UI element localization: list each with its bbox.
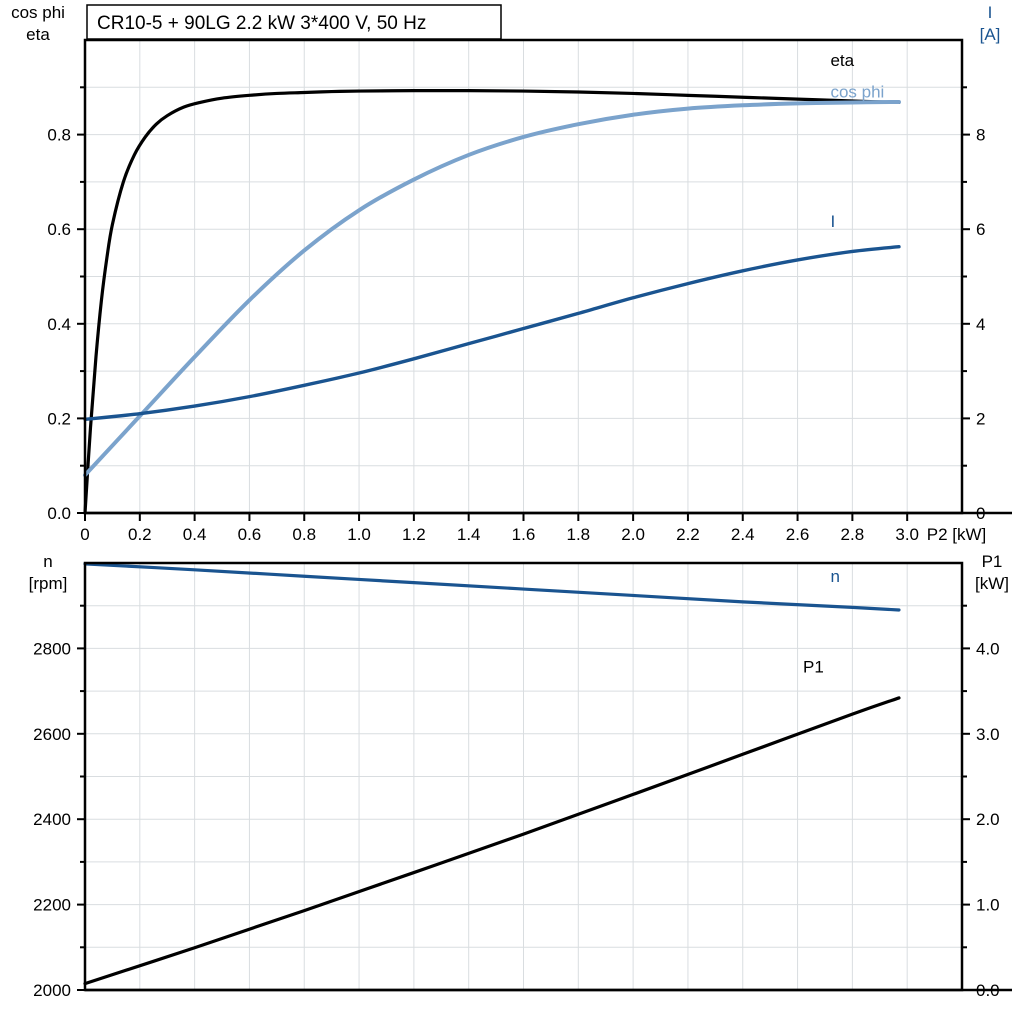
ytick-left-2600: 2600 bbox=[33, 725, 71, 744]
lower-gridlines bbox=[85, 563, 962, 990]
ytick-right-2.0: 2.0 bbox=[976, 810, 1000, 829]
xtick-2.0: 2.0 bbox=[621, 525, 645, 544]
lower-chart-svg: 2000 2200 2400 2600 2800 0.0 1.0 2.0 3.0 4.0 n [rpm… bbox=[29, 552, 1012, 1000]
y-axis-right-title-line2: [kW] bbox=[975, 574, 1009, 593]
y-axis-left-title-line2: [rpm] bbox=[29, 574, 68, 593]
ytick-left-2800: 2800 bbox=[33, 639, 71, 658]
x-axis-title: P2 [kW] bbox=[927, 525, 987, 544]
ytick-left-0.4: 0.4 bbox=[47, 315, 71, 334]
lower-series-labels: n P1 bbox=[803, 567, 840, 676]
series-label-P1: P1 bbox=[803, 657, 824, 676]
series-label-cos_phi: cos phi bbox=[830, 83, 884, 102]
lower-chart-panel: 2000 2200 2400 2600 2800 0.0 1.0 2.0 3.0 4.0 n [rpm… bbox=[0, 545, 1024, 1024]
y-axis-right-title-line1: P1 bbox=[982, 552, 1003, 571]
xtick-1.2: 1.2 bbox=[402, 525, 426, 544]
series-label-n: n bbox=[830, 567, 839, 586]
ytick-right-6: 6 bbox=[976, 220, 985, 239]
xtick-0.2: 0.2 bbox=[128, 525, 152, 544]
lower-curves bbox=[83, 562, 901, 986]
ytick-left-2000: 2000 bbox=[33, 981, 71, 1000]
xtick-2.2: 2.2 bbox=[676, 525, 700, 544]
curve-n bbox=[83, 562, 901, 612]
ytick-right-4: 4 bbox=[976, 315, 985, 334]
upper-chart-panel: 0.0 0.2 0.4 0.6 0.8 0 2 4 6 8 0 0.2 0.4 0.6 0.8 1.0 1.2 1… bbox=[11, 3, 1012, 544]
xtick-2.8: 2.8 bbox=[841, 525, 865, 544]
upper-axis-titles: cos phi eta I [A] P2 [kW] bbox=[11, 3, 1000, 544]
xtick-0: 0 bbox=[80, 525, 89, 544]
ytick-left-2200: 2200 bbox=[33, 896, 71, 915]
ytick-right-1.0: 1.0 bbox=[976, 896, 1000, 915]
y-axis-left-title-line2: eta bbox=[26, 25, 50, 44]
ytick-left-0.0: 0.0 bbox=[47, 504, 71, 523]
curve-P1 bbox=[83, 696, 901, 986]
lower-axis-titles: n [rpm] P1 [kW] bbox=[29, 552, 1009, 593]
ytick-left-0.6: 0.6 bbox=[47, 220, 71, 239]
lower-ticks: 2000 2200 2400 2600 2800 0.0 1.0 2.0 3.0 4.0 bbox=[33, 604, 1000, 1000]
xtick-0.6: 0.6 bbox=[238, 525, 262, 544]
ytick-right-3.0: 3.0 bbox=[976, 725, 1000, 744]
ytick-left-0.2: 0.2 bbox=[47, 409, 71, 428]
xtick-1.8: 1.8 bbox=[566, 525, 590, 544]
y-axis-left-title-line1: cos phi bbox=[11, 3, 65, 22]
upper-curves bbox=[83, 88, 901, 515]
ytick-right-2: 2 bbox=[976, 409, 985, 428]
xtick-3.0: 3.0 bbox=[895, 525, 919, 544]
y-axis-left-title-line1: n bbox=[43, 552, 52, 571]
series-label-I: I bbox=[830, 212, 835, 231]
ytick-left-2400: 2400 bbox=[33, 810, 71, 829]
series-label-eta: eta bbox=[830, 51, 854, 70]
ytick-left-0.8: 0.8 bbox=[47, 126, 71, 145]
upper-ticks: 0.0 0.2 0.4 0.6 0.8 0 2 4 6 8 0 0.2 0.4 0.6 0.8 1.0 1.2 1… bbox=[47, 86, 985, 544]
chart-title-box: CR10-5 + 90LG 2.2 kW 3*400 V, 50 Hz bbox=[86, 4, 502, 40]
ytick-right-4.0: 4.0 bbox=[976, 639, 1000, 658]
curve-cos_phi bbox=[83, 99, 901, 478]
y-axis-right-title-line2: [A] bbox=[980, 25, 1001, 44]
xtick-1.4: 1.4 bbox=[457, 525, 481, 544]
y-axis-right-title-line1: I bbox=[988, 3, 993, 22]
xtick-1.6: 1.6 bbox=[512, 525, 536, 544]
ytick-right-0.0: 0.0 bbox=[976, 981, 1000, 1000]
xtick-1.0: 1.0 bbox=[347, 525, 371, 544]
curve-I bbox=[83, 245, 901, 422]
chart-title-text: CR10-5 + 90LG 2.2 kW 3*400 V, 50 Hz bbox=[97, 13, 426, 34]
upper-chart-svg: 0.0 0.2 0.4 0.6 0.8 0 2 4 6 8 0 0.2 0.4 0.6 0.8 1.0 1.2 1… bbox=[11, 3, 1012, 544]
xtick-0.8: 0.8 bbox=[292, 525, 316, 544]
upper-gridlines bbox=[85, 40, 962, 513]
ytick-right-8: 8 bbox=[976, 126, 985, 145]
xtick-0.4: 0.4 bbox=[183, 525, 207, 544]
xtick-2.4: 2.4 bbox=[731, 525, 755, 544]
ytick-right-0: 0 bbox=[976, 504, 985, 523]
xtick-2.6: 2.6 bbox=[786, 525, 810, 544]
upper-series-labels: eta cos phi I bbox=[830, 51, 884, 231]
curve-eta bbox=[83, 88, 901, 515]
